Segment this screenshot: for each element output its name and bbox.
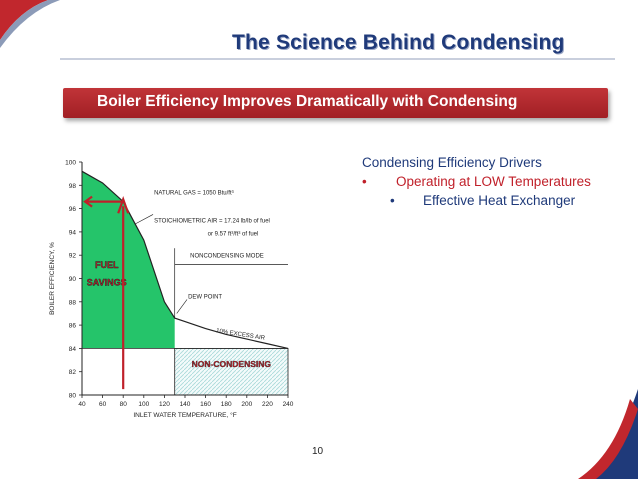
x-tick-label: 220: [262, 401, 273, 408]
y-tick-label: 88: [69, 299, 77, 306]
dew-point-leader: [176, 299, 188, 314]
y-tick-label: 100: [65, 160, 76, 167]
y-tick-label: 80: [69, 393, 77, 400]
horizontal-arrow-head-icon: [83, 195, 93, 208]
bullet-dot-icon: •: [390, 193, 395, 208]
y-tick-label: 94: [69, 229, 77, 236]
y-tick-label: 86: [69, 323, 77, 330]
non-condensing-label: NON-CONDENSING: [192, 359, 272, 369]
stoich-air-annotation-2: or 9.57 ft³/ft³ of fuel: [208, 231, 259, 237]
fuel-savings-label: FUEL: [95, 260, 119, 270]
bullet-text-low-temperatures: Operating at LOW Temperatures: [396, 174, 591, 189]
bullet-item-level1: • Operating at LOW Temperatures: [362, 174, 591, 189]
x-tick-label: 100: [138, 401, 149, 408]
slide-title: The Science Behind Condensing: [232, 31, 565, 54]
title-divider: [60, 58, 615, 60]
x-tick-label: 60: [99, 401, 107, 408]
noncondensing-mode-label: NONCONDENSING MODE: [190, 254, 264, 260]
non-condensing-region: [174, 347, 289, 396]
y-axis-label: BOILER EFFICIENCY, %: [49, 242, 56, 315]
y-tick-label: 98: [69, 183, 77, 190]
efficiency-chart: 80 82 84 86 88 90 92 94 96 98 100 40 60 80 100 120 140 16…: [49, 160, 294, 420]
bullet-list: Condensing Efficiency Drivers • Operating…: [362, 155, 591, 208]
page-number: 10: [312, 446, 324, 457]
y-tick-label: 90: [69, 276, 77, 283]
x-tick-label: 200: [241, 401, 252, 408]
efficiency-curve-line: [81, 170, 289, 349]
fuel-savings-label-2: SAVINGS: [87, 277, 127, 287]
x-tick-label: 180: [221, 401, 232, 408]
x-tick-label: 40: [78, 401, 86, 408]
x-axis-label: INLET WATER TEMPERATURE, °F: [133, 411, 236, 419]
subtitle-banner-text: Boiler Efficiency Improves Dramatically …: [97, 93, 518, 110]
natural-gas-annotation: NATURAL GAS = 1050 Btu/ft³: [154, 191, 234, 197]
bullet-text-heat-exchanger: Effective Heat Exchanger: [423, 193, 576, 208]
stoich-air-annotation: STOICHIOMETRIC AIR = 17.24 lb/lb of fuel: [154, 219, 270, 225]
x-tick-label: 80: [120, 401, 128, 408]
corner-swoosh-bottom-right: [578, 389, 638, 479]
dew-point-label: DEW POINT: [188, 294, 222, 300]
x-tick-label: 140: [180, 401, 191, 408]
bullet-heading: Condensing Efficiency Drivers: [362, 155, 542, 170]
stoich-leader-line: [135, 214, 154, 225]
y-tick-label: 82: [69, 369, 77, 376]
subtitle-banner: [63, 88, 608, 118]
y-tick-label: 84: [69, 346, 77, 353]
excess-air-label: 10% EXCESS AIR: [216, 328, 266, 342]
bullet-dot-icon: •: [362, 174, 367, 189]
y-tick-label: 96: [69, 206, 77, 213]
x-tick-label: 160: [200, 401, 211, 408]
x-tick-label: 240: [283, 401, 294, 408]
bullet-item-level2: • Effective Heat Exchanger: [362, 193, 591, 208]
vertical-arrow-head-icon: [117, 196, 130, 214]
y-tick-label: 92: [69, 253, 77, 260]
fuel-savings-area: [82, 171, 175, 349]
x-tick-label: 120: [159, 401, 170, 408]
corner-swoosh-top-left: [0, 0, 60, 48]
